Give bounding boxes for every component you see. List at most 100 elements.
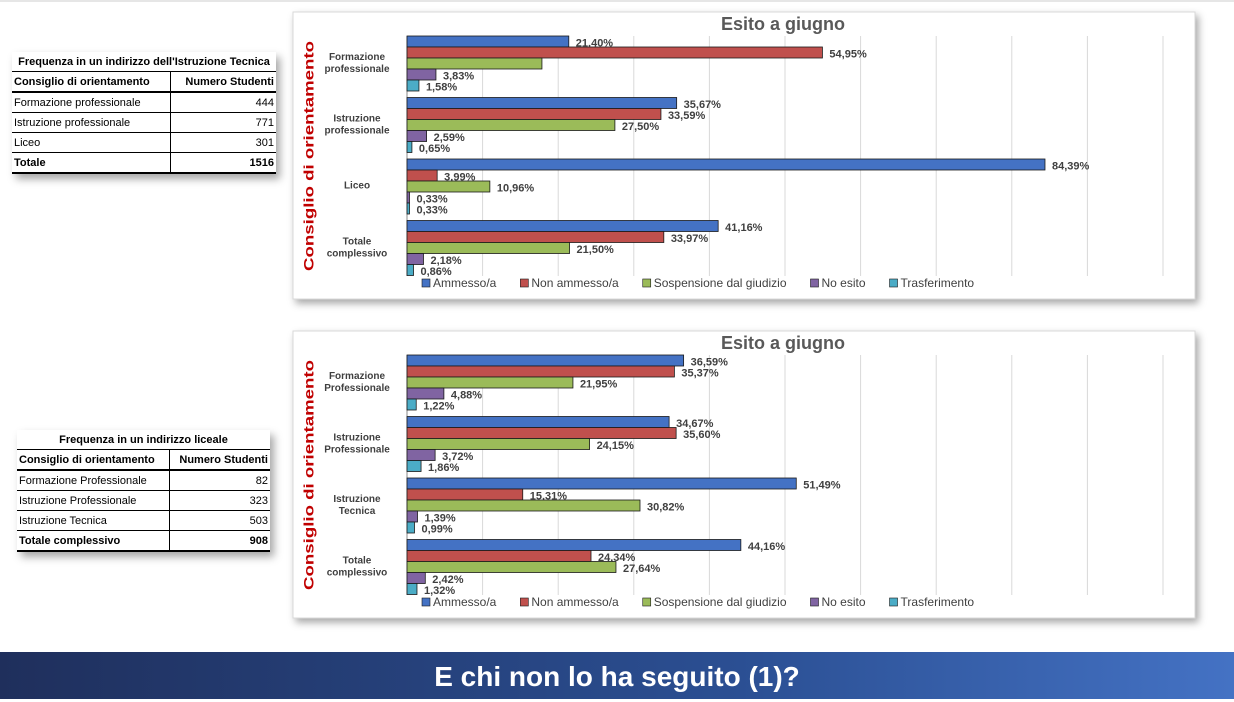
data-label: 1,22%: [423, 400, 454, 412]
legend-swatch: [642, 278, 652, 288]
table-cell: 908: [168, 530, 270, 552]
data-label: 51,49%: [803, 479, 841, 491]
data-label: 21,95%: [580, 378, 618, 390]
bar: [406, 158, 1046, 171]
table-cell: 82: [168, 470, 270, 491]
bar: [406, 97, 678, 109]
data-label: 4,88%: [451, 389, 482, 401]
table-cell: Frequenza in un indirizzo liceale: [17, 430, 270, 450]
legend-swatch: [889, 278, 898, 288]
legend-swatch: [421, 597, 431, 607]
bar: [406, 561, 617, 573]
table-cell: 301: [170, 132, 276, 153]
bar: [406, 398, 417, 411]
data-label: 35,60%: [683, 429, 721, 441]
table-row: Istruzione Tecnica 503: [17, 510, 270, 531]
category-label-line: Istruzione: [333, 113, 381, 124]
table-row: Istruzione professionale 771: [12, 112, 276, 133]
legend-swatch: [520, 597, 529, 607]
category-label-line: professionale: [324, 64, 389, 75]
category-label: Istruzione Professionale: [324, 432, 390, 455]
category-label: Formazione professionale: [324, 52, 389, 75]
bar: [406, 376, 574, 389]
category-label-line: Formazione: [329, 52, 386, 63]
table-row: Totale complessivo 908: [17, 530, 270, 552]
table-cell: Numero Studenti: [168, 449, 270, 471]
bar: [406, 477, 797, 490]
table-row: Formazione Professionale 82: [17, 470, 270, 491]
table-row: Istruzione Professionale 323: [17, 490, 270, 511]
legend-swatch: [421, 278, 431, 288]
data-label: 3,83%: [443, 70, 474, 82]
table-cell: Istruzione Professionale: [17, 490, 169, 511]
category-label: Totale complessivo: [327, 236, 388, 259]
legend-label: Sospensione dal giudizio: [654, 276, 787, 290]
legend-label: Ammesso/a: [433, 595, 497, 609]
data-label: 54,95%: [829, 48, 867, 60]
table-cell: Formazione Professionale: [17, 470, 169, 491]
table-cell: Consiglio di orientamento: [17, 449, 169, 471]
table-cell: Totale: [12, 152, 171, 174]
bar: [406, 108, 662, 120]
data-label: 1,58%: [426, 81, 457, 93]
bar: [406, 521, 415, 534]
y-axis-title: Consiglio di orientamento: [301, 360, 317, 590]
bar: [406, 202, 410, 215]
table-cell: 1516: [170, 152, 276, 174]
data-label: 24,15%: [597, 440, 635, 452]
data-label: 41,16%: [725, 222, 763, 234]
data-label: 3,72%: [442, 451, 473, 463]
bar: [406, 191, 410, 204]
data-label: 33,59%: [668, 110, 706, 122]
category-label: Istruzione Tecnica: [333, 494, 381, 517]
data-label: 30,82%: [647, 501, 685, 513]
bar: [406, 231, 665, 243]
table-cell: Consiglio di orientamento: [12, 71, 171, 93]
data-label: 15,31%: [530, 490, 568, 502]
data-label: 0,86%: [421, 266, 452, 278]
category-label: Totale complessivo: [327, 555, 388, 578]
legend-label: Sospensione dal giudizio: [654, 595, 787, 609]
frequency-table: Frequenza in un indirizzo dell'Istruzion…: [12, 52, 276, 174]
bar: [406, 46, 823, 59]
table-cell: 503: [168, 510, 270, 531]
table-cell: Formazione professionale: [12, 92, 171, 113]
category-label-line: complessivo: [327, 567, 388, 578]
data-label: 2,18%: [430, 255, 461, 267]
bar: [406, 438, 590, 450]
category-label-line: Istruzione: [333, 432, 381, 443]
bar: [406, 539, 742, 551]
legend-label: Trasferimento: [901, 595, 975, 609]
bar: [406, 572, 426, 584]
bar: [406, 180, 491, 193]
legend-swatch: [810, 278, 819, 288]
table-row: Consiglio di orientamento Numero Studenti: [12, 71, 276, 93]
table-cell: 771: [170, 112, 276, 133]
bar: [406, 550, 592, 562]
data-label: 35,37%: [681, 367, 719, 379]
category-label-line: Totale: [343, 555, 372, 566]
legend-swatch: [642, 597, 652, 607]
frequency-table: Frequenza in un indirizzo liceale Consigl…: [17, 430, 270, 552]
data-label: 0,33%: [416, 204, 447, 216]
table-row: Formazione professionale 444: [12, 92, 276, 113]
table-cell: 444: [170, 92, 276, 113]
data-label: 0,99%: [421, 523, 452, 535]
bar: [406, 583, 418, 595]
chart-title: Esito a giugno: [721, 14, 845, 34]
table-row: Liceo 301: [12, 132, 276, 153]
bar: [406, 499, 641, 512]
category-label-line: Istruzione: [333, 494, 381, 505]
data-label: 1,39%: [425, 512, 456, 524]
data-label: 27,50%: [622, 121, 660, 133]
category-label-line: Professionale: [324, 383, 390, 394]
data-label: 1,32%: [424, 585, 455, 597]
legend-swatch: [810, 597, 819, 607]
bar: [406, 79, 420, 92]
data-label: 2,59%: [434, 132, 465, 144]
table-cell: Istruzione Tecnica: [17, 510, 169, 531]
bar: [406, 488, 524, 501]
bar: [406, 354, 685, 367]
